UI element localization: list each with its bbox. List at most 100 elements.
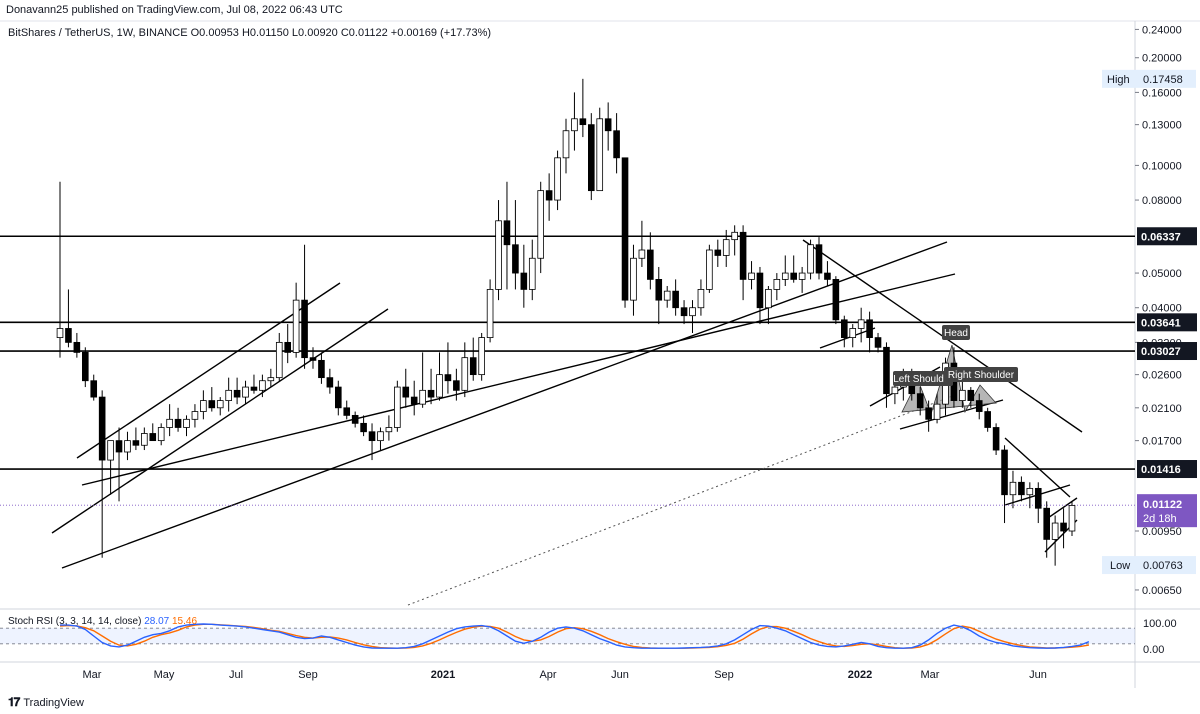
candle-body-down [98, 396, 106, 461]
candle-body-down [604, 118, 612, 132]
candle-body-up [107, 440, 114, 461]
candle [781, 255, 789, 287]
trend-line [61, 241, 948, 569]
candle-body-up [419, 389, 426, 405]
candle-body-up [781, 272, 789, 280]
x-tick-label: May [154, 669, 175, 681]
candle-body-down [410, 396, 418, 405]
candle-body-down [621, 157, 629, 301]
candle [512, 200, 519, 290]
candle-body-up [706, 249, 713, 290]
y-tick-label: 0.00950 [1142, 526, 1182, 538]
x-tick-label: Jul [229, 669, 243, 681]
candle-body-down [334, 386, 342, 409]
candle-body-down [402, 386, 410, 398]
candle-body-down [1018, 481, 1025, 496]
candle [326, 368, 334, 394]
candle [647, 232, 654, 290]
candle-body-up [157, 427, 165, 442]
candle [807, 239, 814, 280]
candle-body-up [722, 239, 730, 256]
low-label: Low [1110, 560, 1130, 572]
candle-body-up [959, 389, 966, 401]
candle [706, 244, 713, 293]
candle-body-down [672, 290, 679, 309]
candle-body-up [689, 307, 696, 317]
pattern-label: Left Shoulder [893, 374, 953, 385]
candle [461, 342, 469, 398]
candle-body-down [613, 130, 620, 159]
candle [588, 113, 595, 201]
candle [157, 423, 165, 446]
candle [98, 390, 106, 558]
candle-body-up [225, 389, 232, 401]
candle-body-up [216, 400, 224, 409]
candle [427, 368, 435, 405]
candle-body-down [115, 440, 123, 453]
candle [124, 431, 131, 461]
candle-body-down [174, 418, 182, 428]
candle [436, 352, 443, 401]
candle-body-up [461, 357, 469, 391]
candle-body-up [1026, 487, 1034, 496]
candle [815, 237, 823, 280]
rsi-scale-high: 100.00 [1143, 618, 1177, 630]
candle [318, 352, 325, 384]
candle [309, 347, 317, 369]
x-tick-label: Sep [714, 669, 734, 681]
candle-body-up [124, 440, 131, 453]
level-price-tag [1137, 460, 1197, 479]
current-price-tag [1137, 494, 1197, 528]
candle-body-up [638, 249, 646, 259]
candle [141, 427, 148, 451]
candle [554, 150, 561, 211]
candle-body-down [588, 124, 595, 192]
ohlc-values: O0.00953 H0.01150 L0.00920 C0.01122 +0.0… [190, 27, 492, 39]
candle-body-down [453, 380, 460, 391]
candle-body-down [883, 346, 890, 395]
candle [832, 276, 840, 325]
candle [765, 286, 772, 325]
candle-body-down [444, 374, 452, 382]
candle-body-up [933, 403, 941, 420]
candle [975, 393, 983, 420]
candle-body-up [56, 328, 64, 339]
candle [680, 300, 688, 325]
candle [1034, 482, 1042, 524]
candle [495, 200, 502, 301]
candle-body-up [554, 157, 561, 201]
candle-body-up [596, 118, 604, 192]
candle-body-down [326, 377, 334, 388]
stoch-rsi-d-value: 15.46 [172, 616, 198, 627]
candle [419, 352, 426, 408]
candle [883, 342, 890, 408]
candle [394, 380, 401, 432]
level-price-tag [1137, 342, 1197, 361]
candle [824, 261, 831, 287]
candle-body-down [65, 328, 72, 343]
candle-body-down [351, 414, 359, 424]
y-tick-label: 0.00650 [1142, 585, 1182, 597]
candle-body-up [259, 380, 266, 391]
candle-body-up [630, 257, 637, 301]
candle [267, 368, 275, 388]
candle-body-down [739, 231, 747, 280]
candle [115, 427, 123, 502]
x-tick-label: Mar [83, 669, 102, 681]
candle-body-down [1001, 449, 1008, 496]
level-price-label: 0.06337 [1141, 231, 1181, 243]
candle [1026, 482, 1034, 509]
tradingview-footer[interactable]: 𝟏𝟕 TradingView [8, 695, 84, 710]
y-tick-label: 0.13000 [1142, 120, 1182, 132]
candle-body-down [301, 299, 308, 359]
candle-body-down [714, 249, 722, 256]
candle-body-up [765, 289, 772, 309]
candle [571, 92, 578, 151]
candle [360, 415, 367, 437]
candle-body-up [731, 231, 738, 241]
candle-body-up [697, 289, 705, 309]
candle-body-up [528, 257, 536, 290]
candle-body-down [815, 244, 823, 274]
candle-body-up [200, 400, 207, 412]
